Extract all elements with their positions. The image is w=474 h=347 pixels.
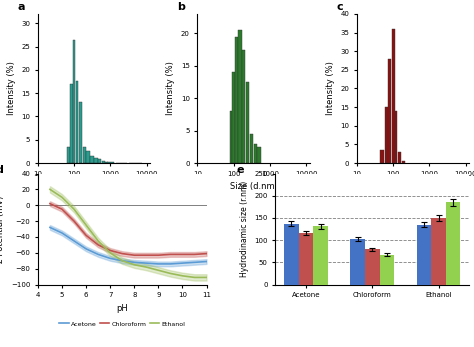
Bar [73, 40, 75, 163]
X-axis label: pH: pH [116, 304, 128, 313]
Bar [102, 161, 105, 163]
Text: a: a [18, 2, 25, 12]
Bar [395, 111, 397, 163]
Bar [365, 249, 380, 285]
Bar [401, 161, 405, 163]
X-axis label: Size (d.nm): Size (d.nm) [389, 182, 437, 191]
Text: e: e [237, 164, 244, 175]
Bar [86, 151, 90, 163]
Bar [94, 159, 98, 163]
Y-axis label: Intensity (%): Intensity (%) [166, 61, 175, 116]
Bar [257, 147, 261, 163]
Y-axis label: Intensity (%): Intensity (%) [326, 61, 335, 116]
Bar [431, 218, 446, 285]
Bar [235, 36, 238, 163]
Bar [70, 84, 73, 163]
Bar [79, 102, 82, 163]
Bar [105, 162, 109, 163]
Bar [250, 134, 253, 163]
Text: c: c [337, 2, 343, 12]
Legend: Acetone, Chloroform, Ethanol: Acetone, Chloroform, Ethanol [57, 319, 188, 329]
Bar [76, 82, 78, 163]
Bar [284, 224, 299, 285]
Bar [388, 59, 391, 163]
Bar [381, 150, 384, 163]
Bar [398, 152, 401, 163]
Bar [254, 144, 257, 163]
Bar [67, 147, 70, 163]
Y-axis label: z-Potential (mV): z-Potential (mV) [0, 195, 5, 263]
Y-axis label: Hydrodinamic size (r.nm): Hydrodinamic size (r.nm) [240, 181, 249, 277]
Bar [107, 162, 114, 163]
Bar [417, 225, 431, 285]
Bar [246, 82, 249, 163]
X-axis label: Size (d.nm): Size (d.nm) [70, 182, 118, 191]
Bar [299, 233, 313, 285]
Bar [313, 226, 328, 285]
Bar [230, 111, 232, 163]
Y-axis label: Intensity (%): Intensity (%) [7, 61, 16, 116]
Bar [380, 255, 394, 285]
Bar [238, 30, 242, 163]
Bar [90, 156, 94, 163]
Bar [232, 72, 235, 163]
Bar [82, 147, 86, 163]
Bar [350, 239, 365, 285]
X-axis label: Size (d.nm): Size (d.nm) [229, 182, 278, 191]
Bar [98, 159, 101, 163]
Bar [392, 29, 394, 163]
Bar [446, 202, 460, 285]
Text: d: d [0, 164, 4, 175]
Text: b: b [177, 2, 185, 12]
Bar [385, 107, 388, 163]
Bar [242, 50, 246, 163]
